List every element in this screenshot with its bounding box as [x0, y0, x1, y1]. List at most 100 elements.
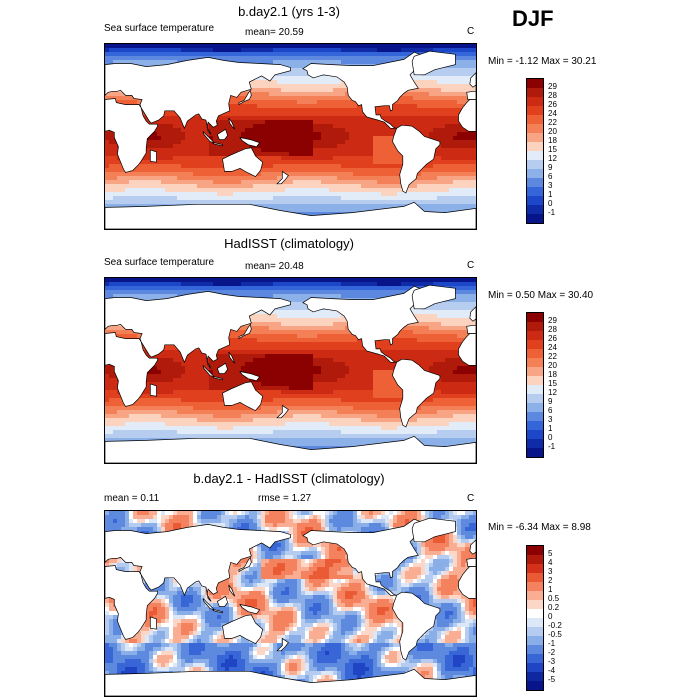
colorbar-swatch — [527, 591, 543, 600]
colorbar-label: 12 — [548, 388, 557, 397]
colorbar-label: 24 — [548, 109, 557, 118]
colorbar-label: 1 — [548, 190, 553, 199]
landmass — [105, 291, 291, 369]
colorbar-swatch — [527, 564, 543, 573]
panel-mean-label: mean = 0.11 — [104, 493, 160, 504]
panel-minmax-label: Min = -1.12 Max = 30.21 — [488, 56, 597, 67]
colorbar-label: -0.2 — [548, 621, 562, 630]
colorbar-label: 29 — [548, 316, 557, 325]
continent-outlines — [105, 284, 476, 463]
colorbar-label: 0.5 — [548, 594, 560, 603]
landmass — [212, 609, 223, 614]
colorbar-label: 0 — [548, 433, 553, 442]
colorbar-label: -2 — [548, 648, 556, 657]
colorbar-label: 0.2 — [548, 603, 560, 612]
colorbar-label: 3 — [548, 567, 553, 576]
colorbar-swatch — [527, 403, 543, 412]
colorbar-label: 15 — [548, 379, 557, 388]
colorbar-swatch — [527, 214, 543, 223]
colorbar-swatch — [527, 663, 543, 672]
landmass — [458, 333, 476, 366]
colorbar-label: 28 — [548, 91, 557, 100]
panel-mean-label: mean= 20.48 — [245, 261, 304, 272]
colorbar-swatch — [527, 106, 543, 115]
landmass — [392, 358, 441, 428]
landmass — [238, 89, 252, 106]
landmass — [149, 383, 157, 397]
sst-map — [104, 277, 477, 464]
colorbar-swatch — [527, 169, 543, 178]
colorbar-swatches — [526, 545, 544, 691]
colorbar-swatch — [527, 654, 543, 663]
panel-mean-label: mean= 20.59 — [245, 27, 304, 38]
landmass — [222, 381, 264, 412]
landmass — [149, 616, 157, 630]
colorbar-swatch — [527, 340, 543, 349]
colorbar-swatch — [527, 573, 543, 582]
colorbar-swatch — [527, 205, 543, 214]
landmass — [466, 539, 476, 567]
colorbar-swatches — [526, 78, 544, 224]
colorbar-swatch — [527, 160, 543, 169]
panel-minmax-label: Min = 0.50 Max = 30.40 — [488, 290, 594, 301]
landmass — [216, 362, 228, 374]
landmass — [222, 614, 264, 645]
panel-variable-label: Sea surface temperature — [104, 257, 215, 268]
colorbar-swatch — [527, 349, 543, 358]
colorbar-label: 9 — [548, 163, 553, 172]
colorbar-swatch — [527, 627, 543, 636]
panel-title: b.day2.1 - HadISST (climatology) — [193, 471, 385, 486]
diff-map — [104, 510, 477, 697]
landmass — [239, 603, 261, 615]
panel-minmax-label: Min = -6.34 Max = 8.98 — [488, 522, 591, 533]
colorbar-swatch — [527, 88, 543, 97]
colorbar-label: 3 — [548, 181, 553, 190]
landmass — [212, 376, 223, 381]
colorbar-swatch — [527, 358, 543, 367]
colorbar-swatch — [527, 196, 543, 205]
continent-outlines — [105, 517, 476, 696]
colorbar-label: 6 — [548, 406, 553, 415]
colorbar-label: 5 — [548, 549, 553, 558]
colorbar-swatch — [527, 151, 543, 160]
panel-title: b.day2.1 (yrs 1-3) — [238, 4, 340, 19]
colorbar-swatch — [527, 582, 543, 591]
panel-variable-label: Sea surface temperature — [104, 23, 215, 34]
continent-outlines — [105, 50, 476, 229]
colorbar-label: 0 — [548, 612, 553, 621]
landmass — [239, 370, 261, 382]
landmass — [392, 591, 441, 661]
landmass — [202, 365, 216, 378]
colorbar-label: 18 — [548, 136, 557, 145]
colorbar-label: 9 — [548, 397, 553, 406]
colorbar-swatch — [527, 645, 543, 654]
colorbar-swatch — [527, 421, 543, 430]
panel-units-label: C — [467, 26, 475, 37]
colorbar-swatch — [527, 555, 543, 564]
colorbar-swatch — [527, 546, 543, 555]
colorbar-label: 1 — [548, 424, 553, 433]
colorbar-label: 18 — [548, 370, 557, 379]
landmass — [411, 517, 456, 543]
colorbar-swatch — [527, 124, 543, 133]
colorbar-label: -1 — [548, 442, 556, 451]
colorbar-swatch — [527, 187, 543, 196]
colorbar-label: -4 — [548, 666, 556, 675]
colorbar-swatch — [527, 313, 543, 322]
colorbar-swatch — [527, 600, 543, 609]
landmass — [411, 284, 456, 310]
colorbar-label: 28 — [548, 325, 557, 334]
sst-map — [104, 43, 477, 230]
colorbar-swatch — [527, 133, 543, 142]
colorbar-swatch — [527, 672, 543, 681]
landmass — [239, 136, 261, 148]
colorbar-label: -0.5 — [548, 630, 562, 639]
colorbar-label: 12 — [548, 154, 557, 163]
colorbar-label: 6 — [548, 172, 553, 181]
colorbar-swatches — [526, 312, 544, 458]
colorbar-label: 15 — [548, 145, 557, 154]
landmass — [202, 598, 216, 611]
colorbar-label: 3 — [548, 415, 553, 424]
landmass — [105, 57, 291, 135]
landmass — [228, 117, 236, 130]
